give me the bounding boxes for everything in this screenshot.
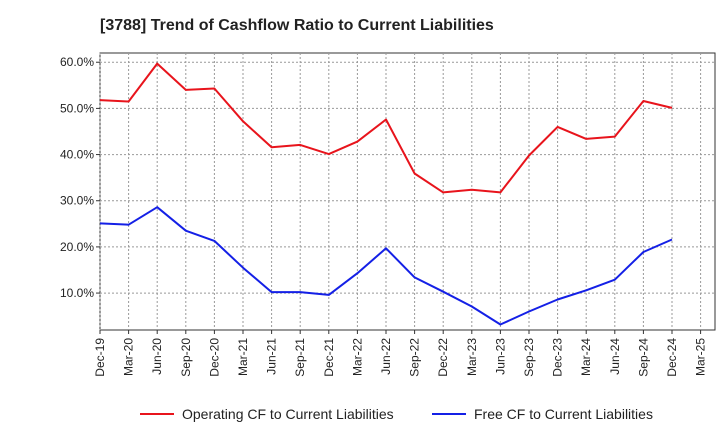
y-tick-label: 40.0% <box>60 148 94 162</box>
x-tick-label: Mar-21 <box>236 338 250 376</box>
x-tick-label: Mar-22 <box>350 338 364 376</box>
legend: Operating CF to Current Liabilities Free … <box>140 406 653 422</box>
chart-title: [3788] Trend of Cashflow Ratio to Curren… <box>100 17 494 34</box>
y-tick-label: 20.0% <box>60 240 94 254</box>
x-tick-label: Sep-21 <box>293 338 307 377</box>
x-tick-label: Mar-20 <box>122 338 136 376</box>
y-tick-label: 10.0% <box>60 286 94 300</box>
x-tick-label: Jun-24 <box>608 338 622 375</box>
x-tick-label: Sep-24 <box>636 338 650 377</box>
x-tick-label: Mar-24 <box>579 338 593 376</box>
x-tick-label: Dec-19 <box>93 338 107 377</box>
x-tick-label: Jun-21 <box>265 338 279 375</box>
legend-label: Operating CF to Current Liabilities <box>182 406 394 422</box>
x-tick-label: Jun-22 <box>379 338 393 375</box>
x-tick-label: Dec-23 <box>551 338 565 377</box>
x-tick-label: Sep-20 <box>179 338 193 377</box>
x-tick-label: Dec-21 <box>322 338 336 377</box>
x-tick-label: Jun-23 <box>493 338 507 375</box>
y-tick-label: 60.0% <box>60 55 94 69</box>
x-tick-label: Dec-22 <box>436 338 450 377</box>
x-tick-label: Jun-20 <box>150 338 164 375</box>
y-tick-label: 50.0% <box>60 101 94 115</box>
y-axis-ticks: 10.0% 20.0% 30.0% 40.0% 50.0% 60.0% <box>60 55 100 300</box>
x-tick-label: Mar-25 <box>694 338 708 376</box>
plot-area <box>100 53 715 330</box>
x-tick-label: Dec-20 <box>207 338 221 377</box>
x-tick-label: Mar-23 <box>465 338 479 376</box>
x-axis-ticks: Dec-19 Mar-20 Jun-20 Sep-20 Dec-20 Mar-21 Jun-… <box>93 330 708 377</box>
y-tick-label: 30.0% <box>60 194 94 208</box>
legend-label: Free CF to Current Liabilities <box>474 406 653 422</box>
x-tick-label: Sep-22 <box>408 338 422 377</box>
x-tick-label: Dec-24 <box>665 338 679 377</box>
x-tick-label: Sep-23 <box>522 338 536 377</box>
